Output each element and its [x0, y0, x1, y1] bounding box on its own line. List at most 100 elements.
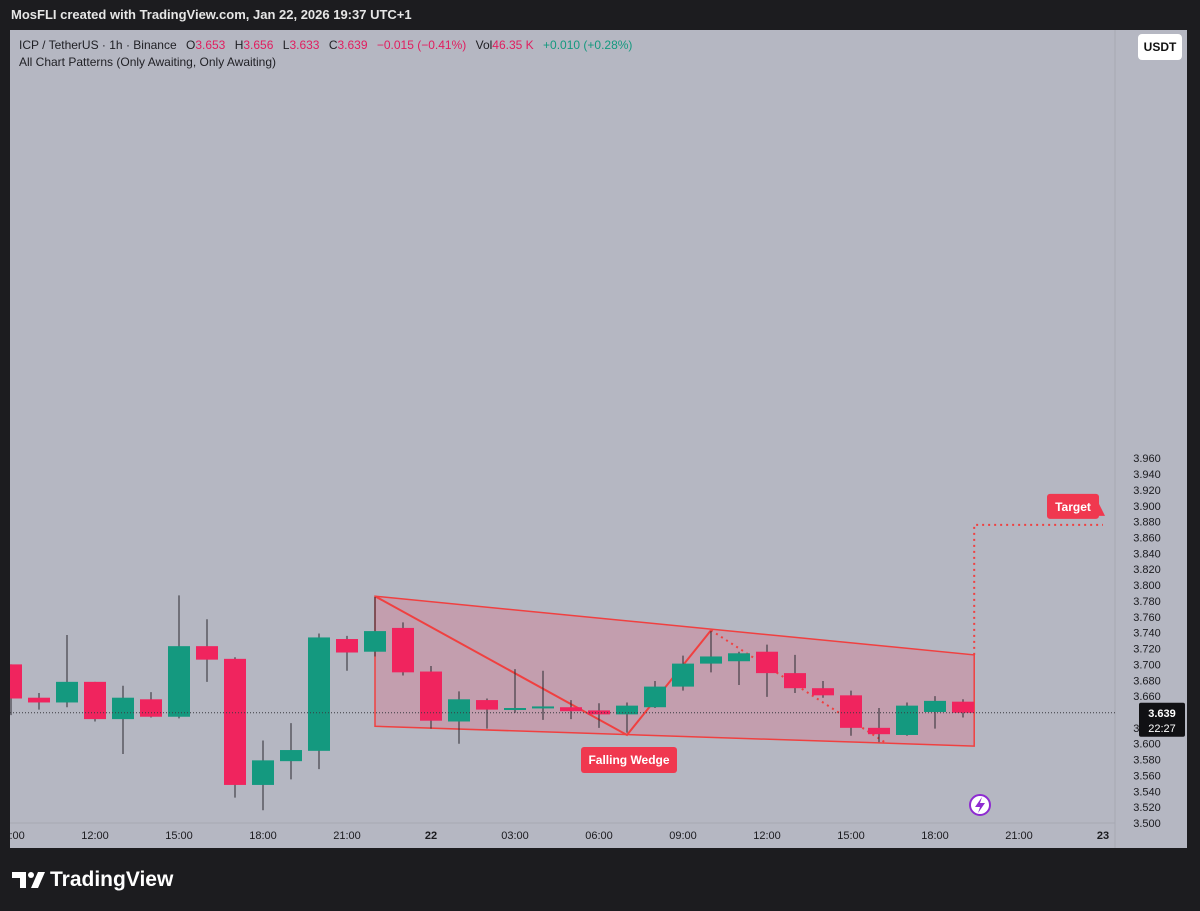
y-tick-label: 3.960 — [1133, 453, 1161, 465]
candle-body — [756, 651, 778, 674]
y-tick-label: 3.680 — [1133, 675, 1161, 687]
legend-h-label: H — [234, 38, 244, 52]
candle — [336, 635, 358, 671]
y-tick-label: 3.920 — [1133, 485, 1161, 497]
candle — [196, 619, 218, 682]
x-tick-label: 06:00 — [585, 830, 613, 842]
y-tick-label: 3.700 — [1133, 659, 1161, 671]
last-price-value: 3.639 — [1148, 708, 1176, 720]
lightning-icon-bolt — [975, 797, 985, 813]
candle-body — [840, 695, 862, 728]
y-tick-label: 3.580 — [1133, 755, 1161, 767]
legend-close: 3.639 — [337, 38, 368, 52]
candle — [476, 698, 498, 729]
x-tick-label: 09:00 — [10, 830, 25, 842]
lightning-icon[interactable] — [969, 794, 991, 816]
candle-body — [336, 639, 358, 653]
y-tick-label: 3.660 — [1133, 691, 1161, 703]
candle-body — [728, 653, 750, 662]
candle — [140, 692, 162, 718]
y-tick-label: 3.940 — [1133, 469, 1161, 481]
candle — [224, 657, 246, 798]
candle-body — [364, 631, 386, 652]
candle-body — [448, 699, 470, 722]
y-tick-label: 3.800 — [1133, 580, 1161, 592]
y-tick-label: 3.820 — [1133, 564, 1161, 576]
y-tick-label: 3.900 — [1133, 501, 1161, 513]
candle-body — [392, 627, 414, 673]
currency-button[interactable]: USDT — [1138, 34, 1182, 60]
candle-body — [252, 760, 274, 785]
legend-symbol[interactable]: ICP / TetherUS · 1h · Binance — [19, 38, 177, 52]
tradingview-brand: TradingView — [50, 868, 174, 891]
target-label: Target — [1055, 500, 1091, 514]
candle-body — [420, 671, 442, 721]
header-bar: MosFLI created with TradingView.com, Jan… — [0, 0, 1200, 30]
legend-volume-change: +0.010 (+0.28%) — [543, 38, 633, 52]
header-caption: MosFLI created with TradingView.com, Jan… — [11, 7, 412, 22]
candle-body — [532, 706, 554, 709]
candle — [532, 670, 554, 720]
legend-volume: 46.35 K — [492, 38, 534, 52]
candle-body — [196, 646, 218, 660]
falling-wedge-label-box — [581, 746, 677, 773]
candle — [672, 655, 694, 691]
candle-body — [56, 681, 78, 703]
x-tick-label: 15:00 — [837, 830, 865, 842]
x-tick-label: 12:00 — [753, 830, 781, 842]
candle — [280, 723, 302, 780]
candle — [504, 669, 526, 713]
x-tick-label: 15:00 — [165, 830, 193, 842]
candle — [252, 740, 274, 811]
candle-body — [784, 673, 806, 689]
candle — [728, 651, 750, 686]
candle — [784, 654, 806, 693]
candle-body — [112, 697, 134, 720]
chart-legend: ICP / TetherUS · 1h · Binance O3.653 H3.… — [19, 37, 632, 71]
x-tick-label: 21:00 — [1005, 830, 1033, 842]
candle — [420, 665, 442, 729]
target-label-pointer — [1099, 503, 1105, 516]
candle-body — [224, 658, 246, 785]
legend-indicator[interactable]: All Chart Patterns (Only Awaiting, Only … — [19, 55, 277, 69]
candle — [308, 633, 330, 770]
x-tick-label: 03:00 — [501, 830, 529, 842]
candle-body — [84, 681, 106, 720]
legend-c-label: C — [328, 38, 338, 52]
candle-body — [308, 637, 330, 751]
x-tick-label: 18:00 — [921, 830, 949, 842]
candle — [952, 699, 974, 718]
candle — [364, 596, 386, 657]
candle — [896, 702, 918, 736]
y-tick-label: 3.840 — [1133, 548, 1161, 560]
candle — [756, 644, 778, 697]
candle — [448, 691, 470, 744]
chart-panel[interactable]: Falling Wedge Target 3.960 3.940 3.920 3.900 3… — [10, 30, 1187, 848]
candle-body — [952, 701, 974, 713]
y-tick-label: 3.740 — [1133, 628, 1161, 640]
candle — [56, 635, 78, 708]
falling-wedge-label: Falling Wedge — [588, 753, 669, 767]
y-tick-label: 3.860 — [1133, 533, 1161, 545]
candle-body — [924, 700, 946, 712]
x-tick-label: 12:00 — [81, 830, 109, 842]
candle-body — [812, 688, 834, 696]
last-price-badge — [1139, 702, 1185, 737]
candle — [112, 685, 134, 755]
tradingview-logo[interactable]: TradingView — [12, 868, 173, 892]
x-tick-label: 22 — [425, 830, 437, 842]
candle-body — [504, 708, 526, 711]
candle — [10, 664, 22, 716]
candle — [812, 681, 834, 698]
candle — [392, 622, 414, 676]
candle — [168, 595, 190, 719]
candle-body — [896, 705, 918, 735]
y-tick-label: 3.540 — [1133, 786, 1161, 798]
legend-o-label: O — [185, 38, 196, 52]
candle-body — [616, 705, 638, 715]
candle-body — [868, 727, 890, 735]
price-chart[interactable]: Falling Wedge Target 3.960 3.940 3.920 3.900 3… — [10, 30, 1187, 848]
x-tick-label: 21:00 — [333, 830, 361, 842]
y-tick-label: 3.500 — [1133, 818, 1161, 830]
legend-change: −0.015 (−0.41%) — [376, 38, 467, 52]
